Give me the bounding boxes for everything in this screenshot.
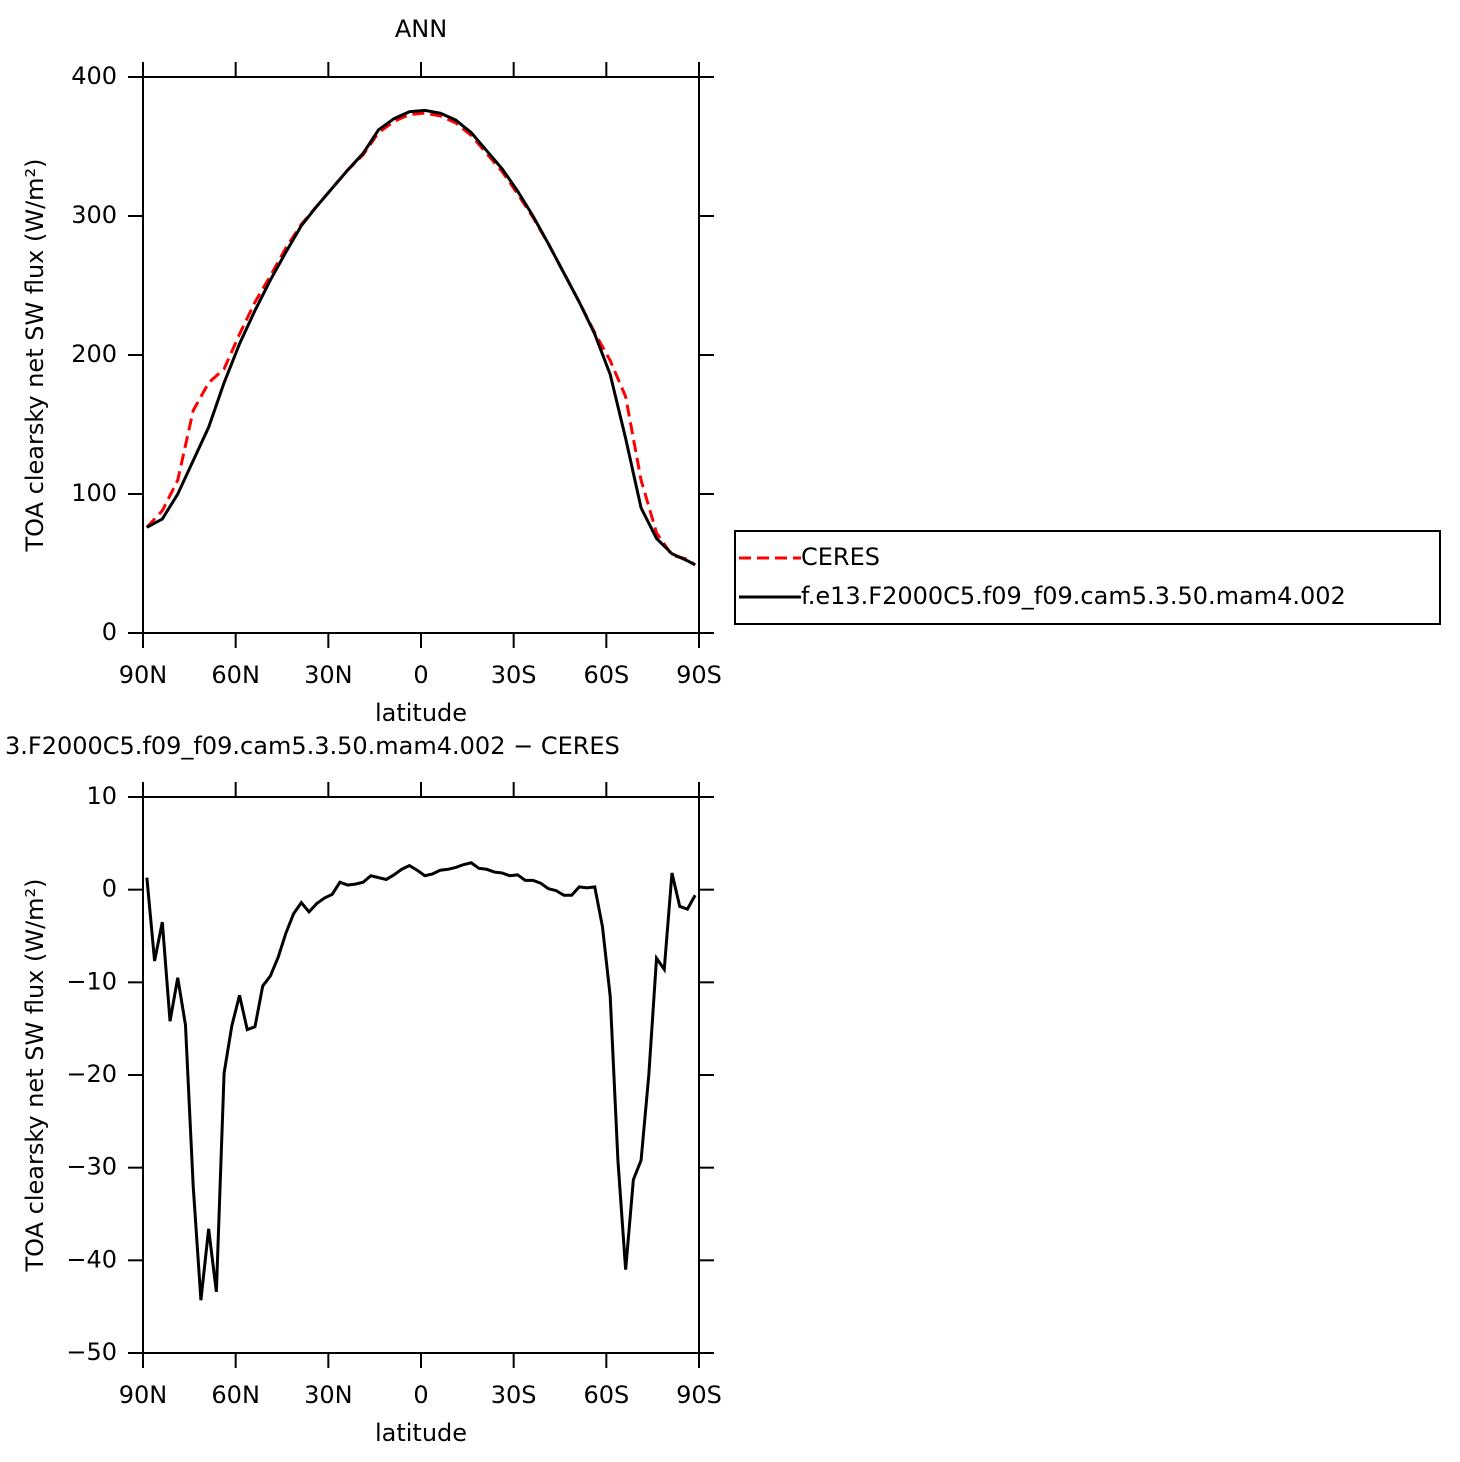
y-tick-label: 0 [102,618,117,646]
y-tick-label: −30 [66,1153,117,1181]
x-tick-label: 90N [119,661,168,689]
y-tick-label: 200 [71,340,117,368]
y-tick-label: −20 [66,1060,117,1088]
x-tick-label: 90S [676,661,722,689]
x-tick-label: 0 [413,661,428,689]
chart-title: 3.F2000C5.f09_f09.cam5.3.50.mam4.002 − C… [5,732,620,760]
x-tick-label: 60N [211,661,260,689]
legend-label: f.e13.F2000C5.f09_f09.cam5.3.50.mam4.002 [801,582,1346,610]
y-axis-label: TOA clearsky net SW flux (W/m²) [21,158,49,552]
y-tick-label: 0 [102,875,117,903]
y-tick-label: 100 [71,479,117,507]
plot-frame [142,76,700,634]
y-tick-label: −50 [66,1338,117,1366]
y-tick-label: −40 [66,1245,117,1273]
x-axis-label: latitude [375,1419,467,1447]
y-tick-label: 400 [71,62,117,90]
x-tick-label: 0 [413,1381,428,1409]
y-tick-label: 300 [71,201,117,229]
x-tick-label: 60N [211,1381,260,1409]
data-line [145,111,697,567]
legend-box [734,530,1441,625]
x-tick-label: 30S [491,1381,537,1409]
data-line [145,861,697,1301]
y-tick-label: −10 [66,967,117,995]
x-tick-label: 30N [304,661,353,689]
x-tick-label: 60S [583,661,629,689]
x-tick-label: 30N [304,1381,353,1409]
x-tick-label: 90N [119,1381,168,1409]
legend-label: CERES [801,543,880,571]
y-tick-label: 10 [86,782,117,810]
y-axis-label: TOA clearsky net SW flux (W/m²) [21,878,49,1272]
x-axis-label: latitude [375,699,467,727]
x-tick-label: 60S [583,1381,629,1409]
x-tick-label: 30S [491,661,537,689]
plot-frame [142,796,700,1354]
x-tick-label: 90S [676,1381,722,1409]
data-line [146,108,696,567]
chart-title: ANN [395,15,447,43]
